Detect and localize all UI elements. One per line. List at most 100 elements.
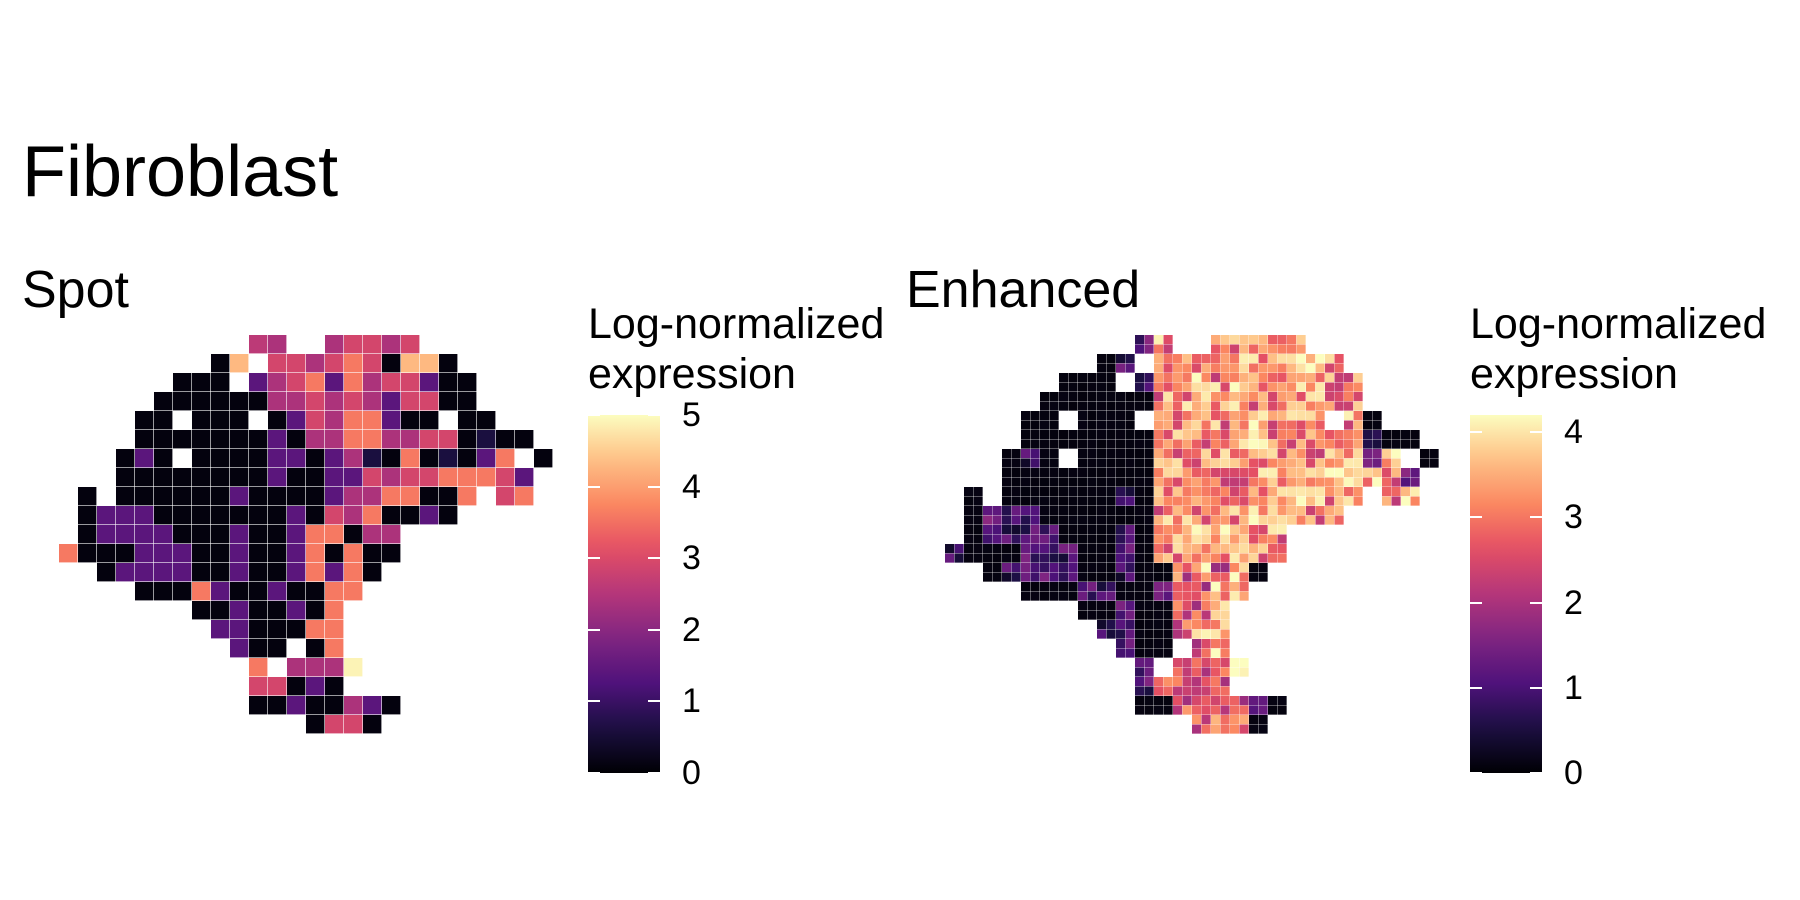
- heatmap-cell: [1230, 572, 1240, 582]
- heatmap-cell: [1211, 563, 1221, 573]
- heatmap-cell: [1344, 477, 1354, 487]
- heatmap-cell: [173, 582, 192, 601]
- heatmap-cell: [1106, 354, 1116, 364]
- heatmap-cell: [1306, 468, 1316, 478]
- heatmap-cell: [1287, 354, 1297, 364]
- heatmap-cell: [1239, 477, 1249, 487]
- heatmap-cell: [1239, 534, 1249, 544]
- heatmap-cell: [1249, 392, 1259, 402]
- heatmap-cell: [1049, 411, 1059, 421]
- heatmap-cell: [1230, 363, 1240, 373]
- colorbar-tick-mark: [648, 485, 660, 488]
- heatmap-cell: [154, 525, 173, 544]
- heatmap-cell: [1277, 392, 1287, 402]
- heatmap-cell: [1211, 667, 1221, 677]
- colorbar-tick-mark: [588, 700, 600, 703]
- heatmap-cell: [1201, 667, 1211, 677]
- heatmap-cell: [344, 563, 363, 582]
- heatmap-cell: [1106, 525, 1116, 535]
- heatmap-cell: [1334, 449, 1344, 459]
- heatmap-cell: [1135, 344, 1145, 354]
- heatmap-cell: [1116, 477, 1126, 487]
- heatmap-cell: [1040, 468, 1050, 478]
- heatmap-cell: [154, 468, 173, 487]
- heatmap-cell: [1078, 401, 1088, 411]
- heatmap-cell: [1173, 477, 1183, 487]
- heatmap-cell: [1239, 439, 1249, 449]
- heatmap-cell: [1239, 373, 1249, 383]
- heatmap-cell: [1163, 601, 1173, 611]
- heatmap-cell: [192, 373, 211, 392]
- heatmap-cell: [268, 677, 287, 696]
- heatmap-cell: [382, 506, 401, 525]
- heatmap-cell: [344, 411, 363, 430]
- heatmap-cell: [1087, 515, 1097, 525]
- heatmap-cell: [154, 544, 173, 563]
- heatmap-cell: [1173, 430, 1183, 440]
- heatmap-cell: [1163, 620, 1173, 630]
- heatmap-cell: [1068, 515, 1078, 525]
- heatmap-cell: [1116, 420, 1126, 430]
- heatmap-cell: [1049, 534, 1059, 544]
- colorbar-tick-mark: [1470, 686, 1482, 689]
- heatmap-cell: [1173, 658, 1183, 668]
- heatmap-cell: [1315, 392, 1325, 402]
- heatmap-cell: [1106, 477, 1116, 487]
- heatmap-cell: [1163, 477, 1173, 487]
- heatmap-cell: [1154, 363, 1164, 373]
- heatmap-cell: [1401, 430, 1411, 440]
- heatmap-cell: [325, 487, 344, 506]
- heatmap-cell: [306, 449, 325, 468]
- heatmap-cell: [78, 525, 97, 544]
- heatmap-cell: [1144, 648, 1154, 658]
- heatmap-cell: [1230, 705, 1240, 715]
- heatmap-cell: [268, 335, 287, 354]
- heatmap-cell: [1287, 373, 1297, 383]
- colorbar-tick-mark: [648, 414, 660, 416]
- heatmap-cell: [116, 563, 135, 582]
- heatmap-cell: [1002, 468, 1012, 478]
- heatmap-cell: [306, 677, 325, 696]
- heatmap-cell: [1040, 439, 1050, 449]
- heatmap-cell: [1097, 401, 1107, 411]
- heatmap-cell: [1220, 572, 1230, 582]
- heatmap-cell: [363, 715, 382, 734]
- heatmap-cell: [1078, 458, 1088, 468]
- heatmap-cell: [1382, 468, 1392, 478]
- heatmap-cell: [1296, 458, 1306, 468]
- heatmap-cell: [1192, 601, 1202, 611]
- heatmap-cell: [1325, 439, 1335, 449]
- heatmap-cell: [1068, 392, 1078, 402]
- heatmap-cell: [1325, 430, 1335, 440]
- heatmap-cell: [1287, 439, 1297, 449]
- heatmap-cell: [1306, 363, 1316, 373]
- heatmap-cell: [363, 468, 382, 487]
- heatmap-cell: [1249, 506, 1259, 516]
- heatmap-cell: [1277, 525, 1287, 535]
- heatmap-cell: [1363, 420, 1373, 430]
- heatmap-cell: [1182, 449, 1192, 459]
- heatmap-cell: [1049, 563, 1059, 573]
- heatmap-cell: [1078, 525, 1088, 535]
- heatmap-cell: [1087, 392, 1097, 402]
- heatmap-cell: [1116, 496, 1126, 506]
- spot-colorbar-tick-label: 0: [682, 754, 701, 792]
- heatmap-cell: [344, 506, 363, 525]
- heatmap-cell: [1002, 572, 1012, 582]
- heatmap-cell: [1021, 534, 1031, 544]
- heatmap-cell: [1154, 468, 1164, 478]
- heatmap-enhanced: [945, 335, 1439, 734]
- heatmap-cell: [1097, 411, 1107, 421]
- heatmap-cell: [1239, 544, 1249, 554]
- heatmap-cell: [1315, 382, 1325, 392]
- heatmap-cell: [1116, 610, 1126, 620]
- heatmap-cell: [1078, 449, 1088, 459]
- heatmap-cell: [1391, 458, 1401, 468]
- heatmap-cell: [1192, 487, 1202, 497]
- heatmap-cell: [1002, 544, 1012, 554]
- heatmap-cell: [249, 544, 268, 563]
- heatmap-cell: [1040, 449, 1050, 459]
- heatmap-cell: [1097, 572, 1107, 582]
- heatmap-cell: [1040, 506, 1050, 516]
- heatmap-cell: [173, 487, 192, 506]
